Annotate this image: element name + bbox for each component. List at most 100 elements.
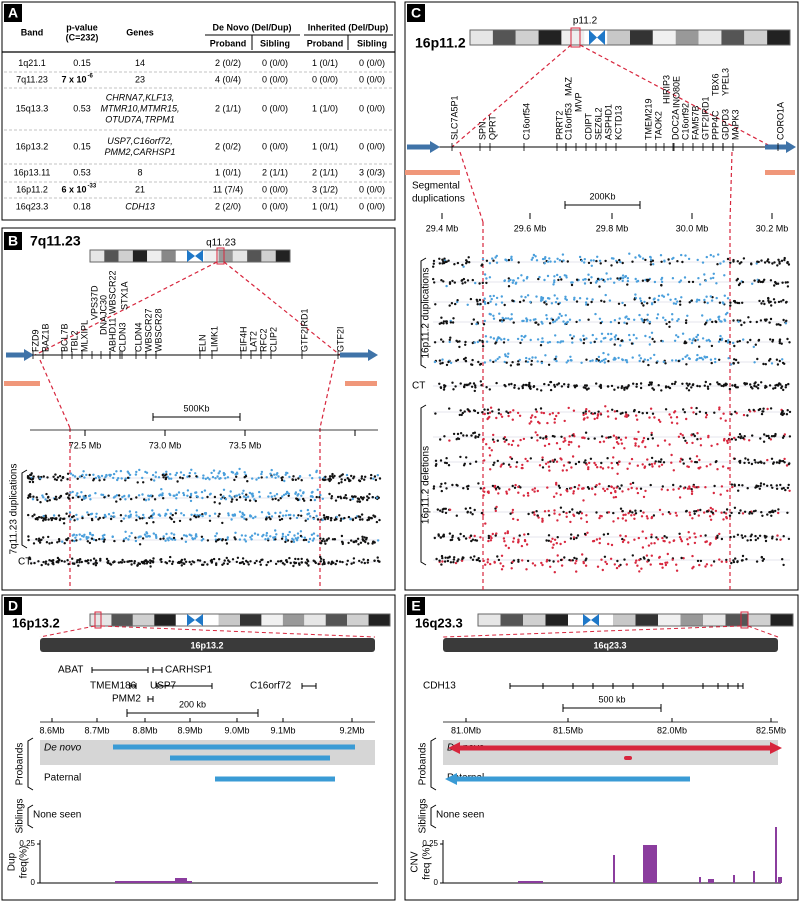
probe-dot (172, 520, 176, 524)
probe-dot (497, 492, 500, 495)
probe-dot (376, 539, 380, 542)
probe-dot (780, 385, 784, 388)
probe-dot (570, 281, 573, 284)
probe-dot (76, 559, 79, 562)
probe-dot (75, 539, 78, 542)
probe-dot (208, 493, 212, 496)
probe-dot (650, 433, 653, 437)
probe-dot (732, 341, 735, 345)
probe-dot (716, 381, 719, 384)
probe-dot (78, 558, 81, 561)
probe-dot (492, 294, 495, 298)
probe-dot (80, 534, 84, 538)
probe-dot (553, 538, 557, 541)
centromere (583, 614, 599, 626)
probe-dot (483, 412, 486, 416)
probe-dot (598, 259, 602, 262)
probe-dot (699, 508, 702, 512)
probe-dot (572, 335, 576, 338)
probe-dot (115, 500, 118, 503)
probe-dot (63, 517, 66, 520)
probe-dot (649, 258, 653, 261)
probe-dot (502, 565, 505, 568)
probe-dot (704, 565, 707, 568)
probe-dot (575, 278, 579, 281)
probe-dot (568, 461, 571, 464)
probe-dot (245, 493, 248, 496)
probe-dot (102, 536, 105, 540)
track-label: 16p11.2 duplications (421, 268, 432, 359)
probe-dot (228, 494, 231, 498)
probe-dot (724, 340, 728, 343)
probe-dot (549, 540, 553, 543)
probe-dot (725, 558, 728, 562)
probe-dot (729, 261, 732, 264)
probe-dot (221, 521, 224, 525)
freq-bar (175, 878, 187, 883)
cell: 0 (0/0) (262, 58, 288, 68)
probe-dot (32, 475, 35, 478)
probe-dot (722, 518, 725, 521)
probe-dot (511, 361, 514, 364)
probe-dot (628, 333, 631, 337)
probe-dot (41, 494, 44, 497)
probe-dot (718, 315, 721, 318)
probe-dot (451, 483, 454, 487)
probe-dot (740, 435, 743, 438)
probe-dot (444, 384, 447, 388)
probe-dot (549, 565, 552, 568)
probe-dot (170, 532, 173, 535)
probe-dot (45, 492, 48, 496)
probe-dot (571, 455, 575, 458)
probe-dot (434, 412, 437, 415)
probe-dot (591, 540, 595, 543)
probe-dot (218, 477, 221, 480)
probe-dot (272, 536, 275, 539)
probe-dot (691, 554, 694, 558)
probe-dot (210, 471, 213, 475)
ideogram-band (282, 614, 305, 626)
probe-dot (356, 500, 359, 503)
panel-label: D (8, 598, 18, 614)
probe-dot (370, 517, 373, 520)
probe-dot (440, 279, 443, 282)
gene-label: TAOK2 (653, 111, 663, 140)
probe-dot (469, 297, 473, 301)
probe-dot (331, 472, 334, 476)
probe-dot (432, 265, 435, 268)
probe-dot (693, 541, 697, 545)
probe-dot (338, 475, 341, 478)
probe-dot (705, 510, 709, 513)
probe-dot (600, 299, 603, 302)
probe-dot (302, 491, 305, 494)
probe-dot (489, 539, 493, 542)
probe-dot (308, 537, 312, 541)
line (442, 625, 742, 638)
probe-dot (661, 485, 664, 488)
probe-dot (656, 538, 660, 541)
probe-dot (757, 338, 761, 342)
probe-dot (557, 560, 560, 563)
probe-dot (538, 275, 541, 279)
probe-dot (742, 257, 746, 260)
region-bar (40, 638, 375, 652)
probe-dot (728, 433, 731, 436)
probe-dot (491, 438, 495, 441)
probe-dot (306, 512, 309, 516)
freq-bar (613, 855, 615, 883)
probe-dot (725, 383, 728, 386)
probe-dot (661, 340, 664, 343)
probe-dot (609, 491, 613, 495)
probe-dot (370, 473, 373, 477)
probe-dot (350, 539, 353, 542)
probe-dot (628, 252, 631, 255)
probe-dot (476, 303, 479, 306)
probe-dot (621, 509, 624, 513)
region-title: 16p11.2 (415, 35, 466, 51)
probe-dot (483, 486, 486, 490)
probe-dot (557, 316, 560, 319)
probe-dot (346, 559, 349, 562)
probe-dot (433, 281, 436, 284)
probe-dot (572, 536, 576, 539)
probe-dot (491, 257, 494, 260)
